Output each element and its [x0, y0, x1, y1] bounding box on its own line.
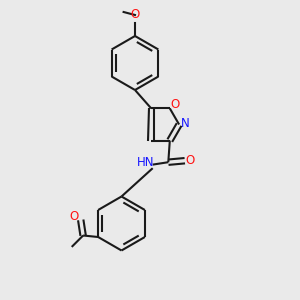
- Text: HN: HN: [137, 156, 155, 169]
- Text: O: O: [171, 98, 180, 111]
- Text: N: N: [181, 117, 190, 130]
- Text: O: O: [70, 210, 79, 224]
- Text: O: O: [130, 8, 140, 21]
- Text: O: O: [186, 154, 195, 167]
